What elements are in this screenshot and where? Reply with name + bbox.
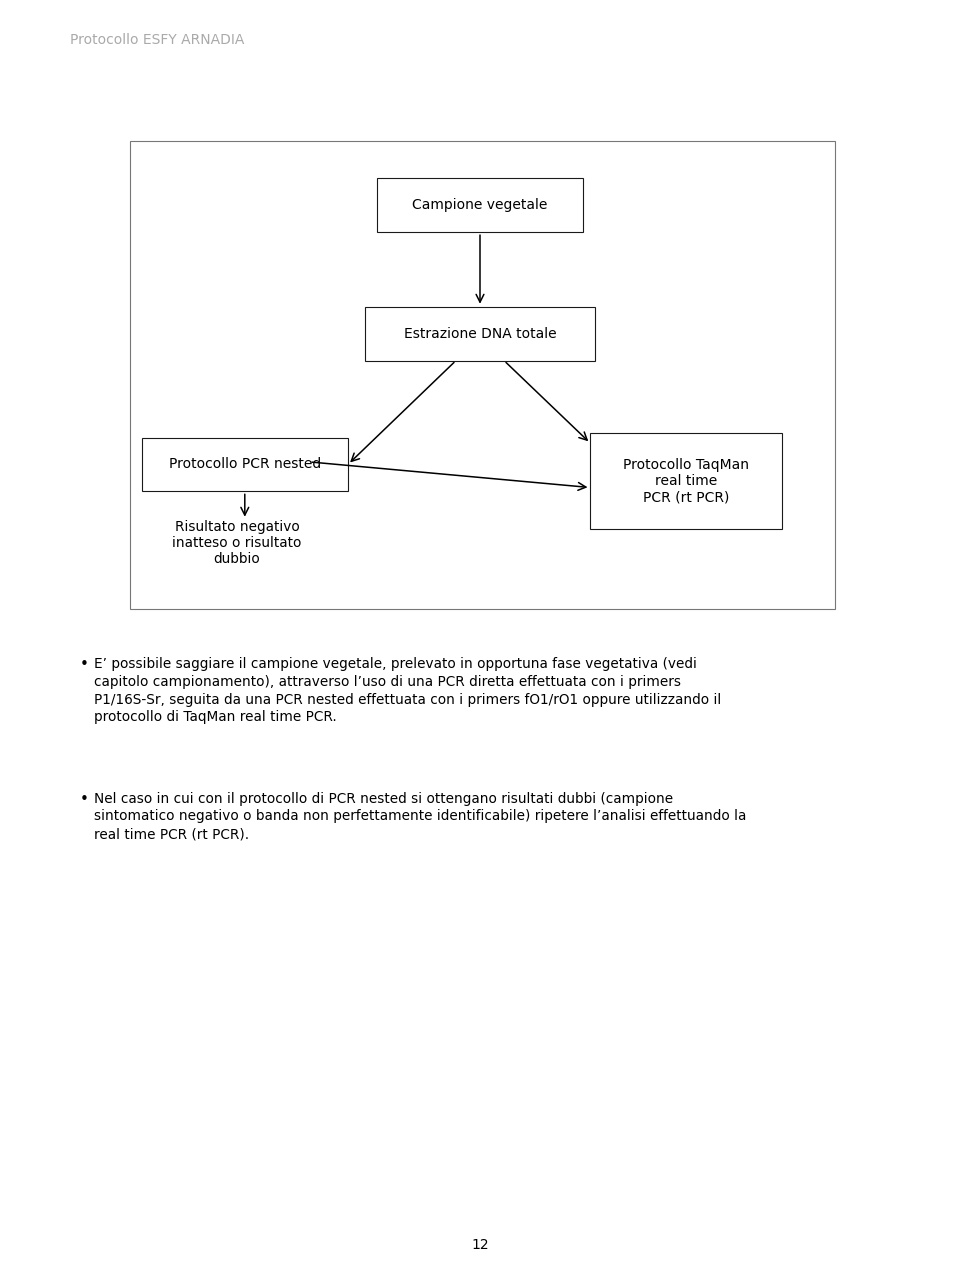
- Text: •: •: [80, 657, 88, 672]
- Text: Risultato negativo
inatteso o risultato
dubbio: Risultato negativo inatteso o risultato …: [173, 520, 301, 566]
- Text: Nel caso in cui con il protocollo di PCR nested si ottengano risultati dubbi (ca: Nel caso in cui con il protocollo di PCR…: [94, 792, 747, 842]
- Bar: [365, 307, 595, 361]
- Bar: [130, 141, 835, 609]
- Text: •: •: [80, 792, 88, 807]
- Text: E’ possibile saggiare il campione vegetale, prelevato in opportuna fase vegetati: E’ possibile saggiare il campione vegeta…: [94, 657, 721, 725]
- Text: Protocollo PCR nested: Protocollo PCR nested: [169, 458, 321, 471]
- Bar: [142, 438, 348, 491]
- Bar: [590, 434, 782, 529]
- Text: Estrazione DNA totale: Estrazione DNA totale: [404, 327, 556, 340]
- Text: 12: 12: [471, 1238, 489, 1252]
- Text: Campione vegetale: Campione vegetale: [412, 199, 548, 212]
- Text: Protocollo ESFY ARNADIA: Protocollo ESFY ARNADIA: [70, 33, 245, 47]
- Bar: [376, 178, 584, 232]
- Text: Protocollo TaqMan
real time
PCR (rt PCR): Protocollo TaqMan real time PCR (rt PCR): [623, 458, 750, 504]
